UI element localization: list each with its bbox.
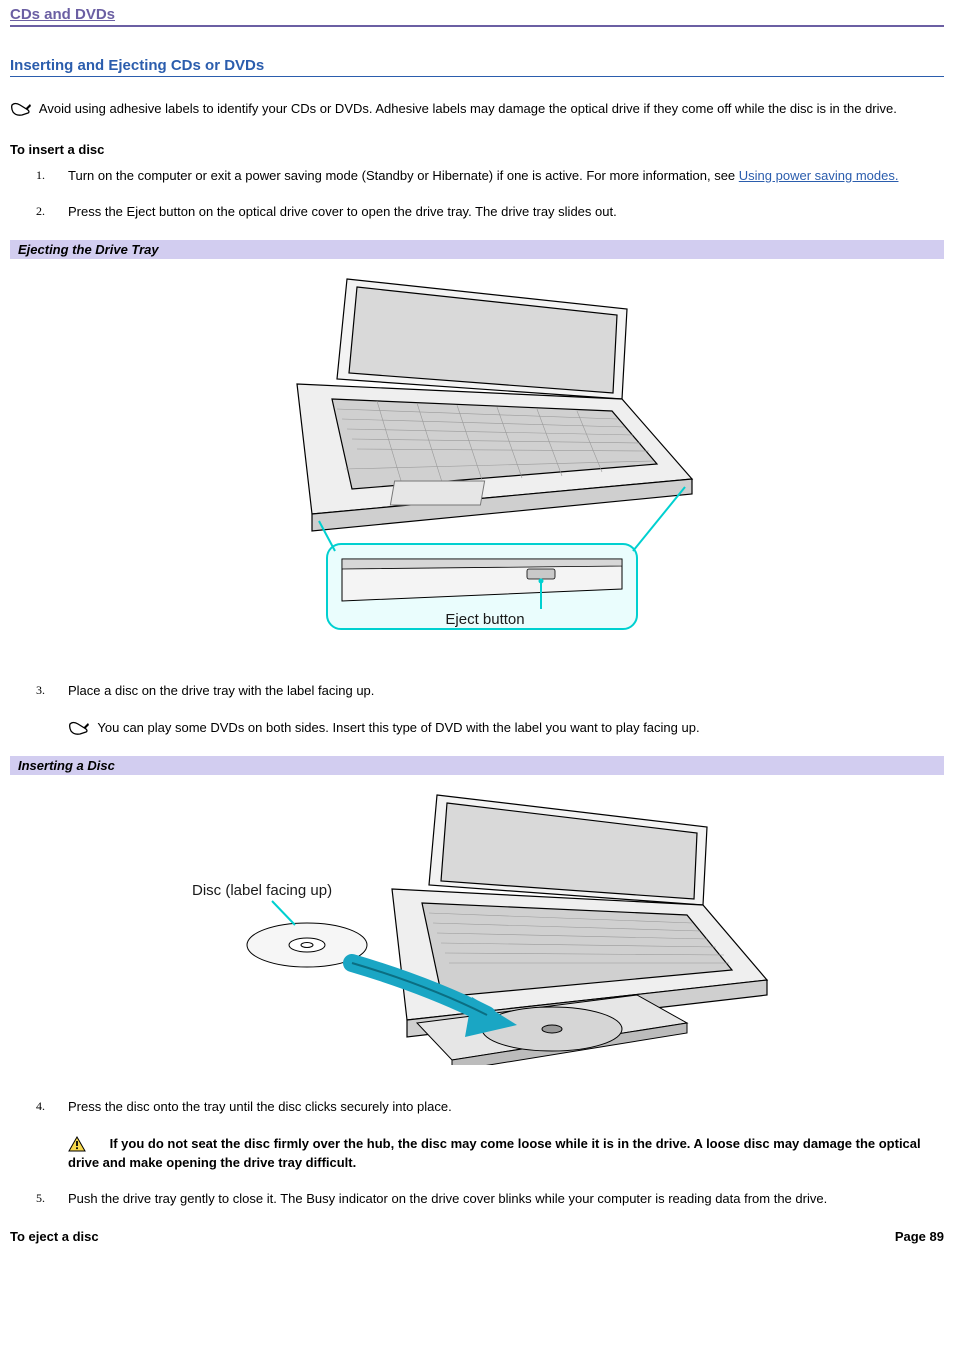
disc-label: Disc (label facing up) — [192, 882, 332, 899]
page-number: Page 89 — [895, 1229, 944, 1244]
figure-2-caption: Inserting a Disc — [10, 756, 944, 775]
step-2-text: Press the Eject button on the optical dr… — [68, 204, 617, 219]
step-4-text: Press the disc onto the tray until the d… — [68, 1099, 452, 1114]
step-4: 4. Press the disc onto the tray until th… — [10, 1098, 944, 1173]
insert-heading: To insert a disc — [10, 142, 944, 157]
step-number: 2. — [36, 203, 45, 220]
step-3-note-text: You can play some DVDs on both sides. In… — [97, 720, 699, 735]
figure-1-caption: Ejecting the Drive Tray — [10, 240, 944, 259]
insert-steps-cont2: 4. Press the disc onto the tray until th… — [10, 1098, 944, 1209]
figure-1: Eject button — [10, 259, 944, 672]
step-1: 1. Turn on the computer or exit a power … — [10, 167, 944, 186]
step-2: 2. Press the Eject button on the optical… — [10, 203, 944, 222]
section-title: Inserting and Ejecting CDs or DVDs — [10, 57, 944, 77]
insert-steps: 1. Turn on the computer or exit a power … — [10, 167, 944, 223]
step-number: 5. — [36, 1190, 45, 1207]
insert-steps-cont: 3. Place a disc on the drive tray with t… — [10, 682, 944, 738]
page-footer: To eject a disc Page 89 — [10, 1229, 944, 1244]
step-3-text: Place a disc on the drive tray with the … — [68, 683, 374, 698]
note-icon — [10, 102, 32, 118]
top-note: Avoid using adhesive labels to identify … — [10, 101, 944, 118]
step-3: 3. Place a disc on the drive tray with t… — [10, 682, 944, 738]
step-1-text-a: Turn on the computer or exit a power sav… — [68, 168, 739, 183]
caution-icon — [68, 1136, 86, 1152]
step-4-caution-text: If you do not seat the disc firmly over … — [68, 1136, 921, 1170]
eject-heading: To eject a disc — [10, 1229, 99, 1244]
step-5: 5. Push the drive tray gently to close i… — [10, 1190, 944, 1209]
step-4-caution: If you do not seat the disc firmly over … — [68, 1135, 944, 1173]
step-number: 3. — [36, 682, 45, 699]
step-5-text: Push the drive tray gently to close it. … — [68, 1191, 827, 1206]
top-note-text: Avoid using adhesive labels to identify … — [39, 101, 897, 116]
figure-2: Disc (label facing up) — [10, 775, 944, 1088]
step-number: 1. — [36, 167, 45, 184]
eject-button-label: Eject button — [445, 611, 524, 628]
page-header: CDs and DVDs — [10, 6, 944, 27]
step-3-note: You can play some DVDs on both sides. In… — [68, 719, 944, 738]
power-saving-link[interactable]: Using power saving modes. — [739, 168, 899, 183]
step-number: 4. — [36, 1098, 45, 1115]
note-icon — [68, 721, 90, 737]
